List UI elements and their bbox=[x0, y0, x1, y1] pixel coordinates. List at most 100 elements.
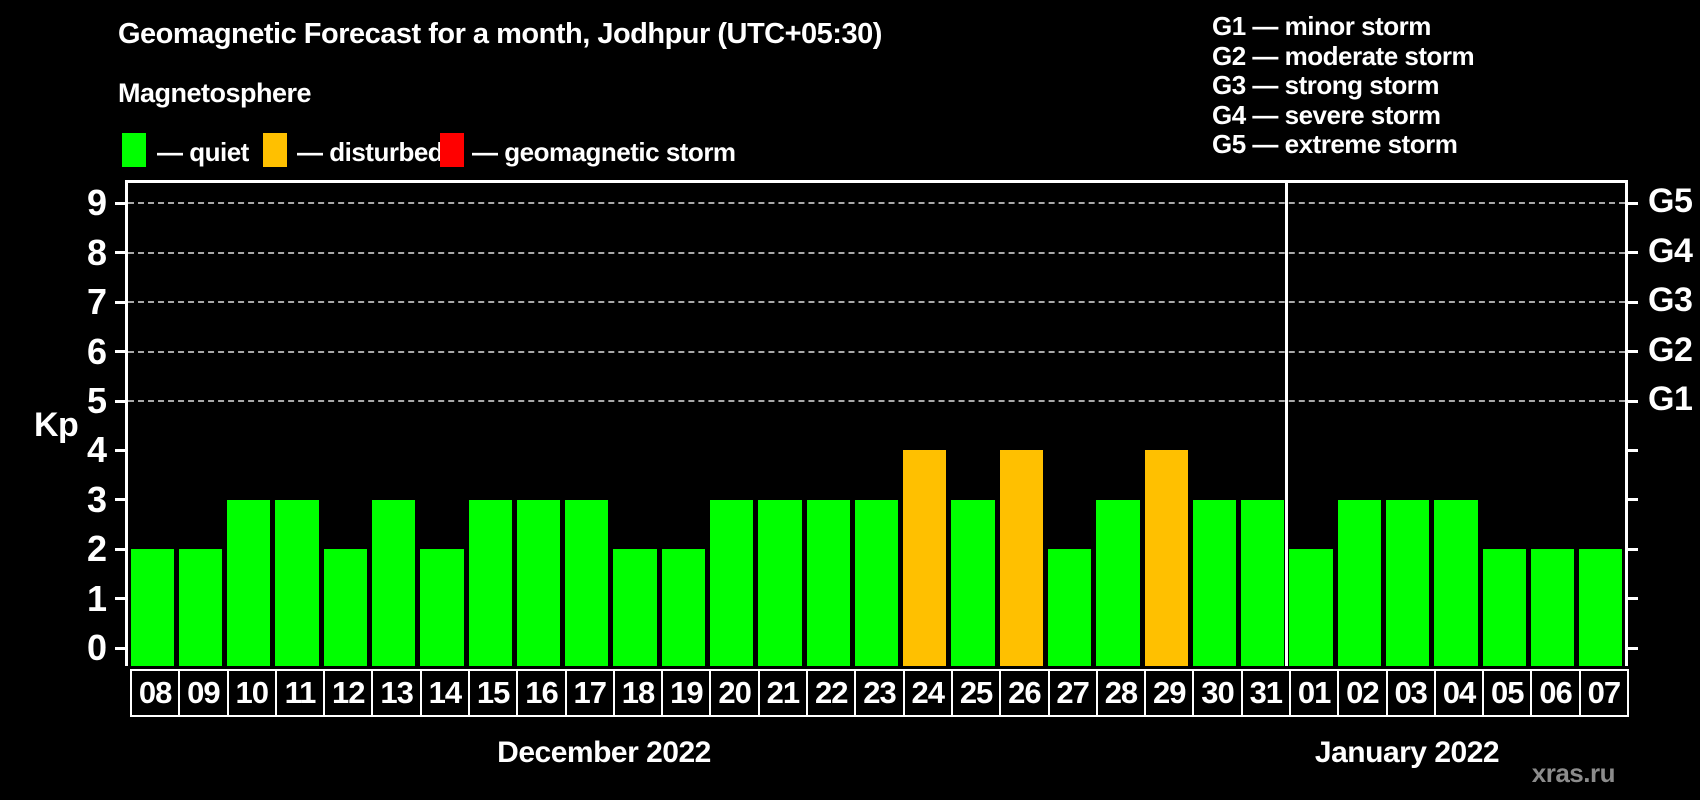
y-tick-label-2: 2 bbox=[86, 528, 107, 570]
day-cell-04: 04 bbox=[1433, 669, 1485, 717]
g-tick-8 bbox=[1625, 251, 1638, 255]
kp-bar-day-17 bbox=[565, 499, 609, 666]
kp-bar-day-13 bbox=[371, 499, 416, 666]
g-level-label-g4: G4 bbox=[1648, 231, 1693, 270]
y-tick-9 bbox=[115, 201, 128, 205]
day-cell-09: 09 bbox=[178, 669, 229, 717]
day-cell-25: 25 bbox=[950, 669, 1002, 717]
day-cell-14: 14 bbox=[419, 669, 471, 717]
y-tick-label-8: 8 bbox=[86, 231, 107, 273]
day-cell-06: 06 bbox=[1530, 669, 1581, 717]
day-cell-03: 03 bbox=[1385, 669, 1436, 717]
day-cell-01: 01 bbox=[1288, 669, 1340, 717]
kp-bar-day-28 bbox=[1096, 499, 1140, 666]
kp-bar-day-18 bbox=[613, 549, 657, 666]
y-tick-5 bbox=[115, 399, 128, 403]
day-cell-10: 10 bbox=[226, 669, 277, 717]
gridline-kp6 bbox=[128, 350, 1625, 353]
g-level-label-g2: G2 bbox=[1648, 330, 1693, 369]
day-cell-31: 31 bbox=[1240, 669, 1291, 717]
storm-color-swatch bbox=[440, 133, 464, 167]
day-cell-15: 15 bbox=[468, 669, 519, 717]
day-cell-02: 02 bbox=[1337, 669, 1388, 717]
gridline-kp5 bbox=[128, 400, 1625, 402]
kp-bar-day-09 bbox=[178, 549, 223, 666]
y-tick-label-0: 0 bbox=[86, 627, 107, 668]
kp-bar-day-03 bbox=[1386, 499, 1430, 666]
gridline-kp8 bbox=[128, 251, 1625, 254]
day-cell-17: 17 bbox=[564, 669, 615, 717]
gridline-kp9 bbox=[128, 202, 1625, 205]
day-cell-18: 18 bbox=[612, 669, 664, 717]
chart-title: Geomagnetic Forecast for a month, Jodhpu… bbox=[118, 18, 882, 50]
kp-bar-day-22 bbox=[806, 499, 850, 666]
g-level-label-g1: G1 bbox=[1648, 380, 1693, 418]
g-level-label-g5: G5 bbox=[1648, 182, 1693, 221]
kp-bar-day-16 bbox=[516, 499, 561, 666]
g-tick-3 bbox=[1625, 498, 1638, 502]
kp-bar-day-11 bbox=[275, 499, 319, 666]
day-cell-27: 27 bbox=[1047, 669, 1098, 717]
quiet-legend-label: — quiet bbox=[157, 137, 249, 167]
kp-bar-day-19 bbox=[661, 549, 705, 666]
y-tick-label-7: 7 bbox=[86, 281, 107, 323]
g-level-label-g3: G3 bbox=[1648, 281, 1693, 320]
kp-bar-day-12 bbox=[323, 549, 367, 666]
disturbed-legend-label: — disturbed bbox=[297, 137, 444, 167]
kp-bar-day-07 bbox=[1579, 549, 1623, 666]
day-cell-16: 16 bbox=[516, 669, 567, 717]
day-cell-24: 24 bbox=[902, 669, 953, 717]
y-tick-label-4: 4 bbox=[86, 429, 107, 471]
day-cell-23: 23 bbox=[854, 669, 905, 717]
y-tick-label-5: 5 bbox=[86, 380, 107, 421]
g-tick-9 bbox=[1625, 201, 1638, 205]
storm-scale-item-g4: G4 — severe storm bbox=[1212, 99, 1441, 130]
kp-bar-day-26 bbox=[999, 450, 1043, 666]
g-tick-0 bbox=[1625, 646, 1638, 650]
y-tick-8 bbox=[115, 251, 128, 255]
g-tick-4 bbox=[1625, 448, 1638, 452]
kp-bar-day-27 bbox=[1048, 549, 1092, 666]
y-tick-2 bbox=[115, 547, 128, 551]
day-cell-11: 11 bbox=[274, 669, 326, 717]
storm-scale-item-g1: G1 — minor storm bbox=[1212, 11, 1431, 41]
kp-bar-day-23 bbox=[854, 499, 899, 666]
kp-bar-day-24 bbox=[903, 450, 947, 666]
g-tick-5 bbox=[1625, 399, 1638, 403]
kp-bar-day-05 bbox=[1482, 549, 1526, 666]
day-cell-30: 30 bbox=[1192, 669, 1243, 717]
storm-scale-item-g2: G2 — moderate storm bbox=[1212, 40, 1475, 71]
kp-bar-day-06 bbox=[1530, 549, 1575, 666]
day-cell-12: 12 bbox=[323, 669, 374, 717]
g-tick-6 bbox=[1625, 350, 1638, 354]
month-separator-line bbox=[1285, 183, 1289, 666]
y-tick-3 bbox=[115, 498, 128, 502]
watermark: xras.ru bbox=[1531, 758, 1616, 788]
g-tick-1 bbox=[1625, 597, 1638, 601]
day-cell-20: 20 bbox=[709, 669, 760, 717]
g-tick-2 bbox=[1625, 547, 1638, 551]
day-cell-21: 21 bbox=[757, 669, 809, 717]
kp-bar-day-04 bbox=[1434, 499, 1478, 666]
g-tick-7 bbox=[1625, 300, 1638, 304]
kp-bar-day-29 bbox=[1144, 450, 1188, 666]
y-tick-6 bbox=[115, 350, 128, 354]
quiet-color-swatch bbox=[122, 133, 146, 167]
disturbed-color-swatch bbox=[263, 133, 287, 167]
y-tick-label-3: 3 bbox=[86, 478, 107, 520]
day-cell-22: 22 bbox=[806, 669, 857, 717]
magnetosphere-subtitle: Magnetosphere bbox=[118, 78, 312, 108]
kp-bar-day-14 bbox=[420, 549, 464, 666]
y-tick-0 bbox=[115, 646, 128, 650]
kp-bar-day-02 bbox=[1337, 499, 1382, 666]
storm-scale-item-g5: G5 — extreme storm bbox=[1212, 129, 1458, 159]
y-tick-label-9: 9 bbox=[86, 182, 107, 224]
day-cell-19: 19 bbox=[661, 669, 712, 717]
month-label-january: January 2022 bbox=[1314, 736, 1500, 769]
kp-bar-day-21 bbox=[758, 499, 802, 666]
y-axis-title: Kp bbox=[34, 406, 79, 444]
kp-bar-day-20 bbox=[709, 499, 754, 666]
kp-bar-day-08 bbox=[130, 549, 174, 666]
day-cell-13: 13 bbox=[371, 669, 422, 717]
storm-scale-item-g3: G3 — strong storm bbox=[1212, 70, 1439, 100]
